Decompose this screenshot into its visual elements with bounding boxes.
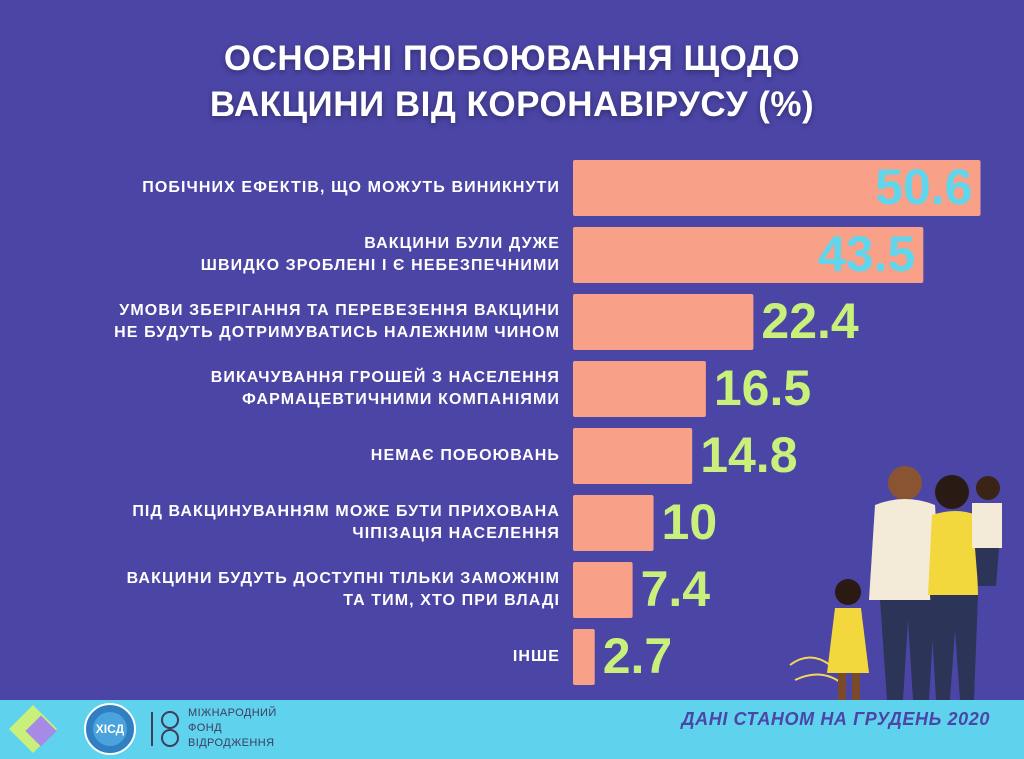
value-label: 43.5: [818, 226, 915, 282]
logo-text: МІЖНАРОДНИЙ ФОНД ВІДРОДЖЕННЯ: [188, 707, 277, 749]
value-label: 16.5: [714, 360, 811, 416]
category-label: ВИКАЧУВАННЯ ГРОШЕЙ З НАСЕЛЕННЯ ФАРМАЦЕВТ…: [210, 369, 560, 408]
bar: [573, 294, 754, 350]
logo-2: [84, 703, 136, 755]
footer-note: ДАНІ СТАНОМ НА ГРУДЕНЬ 2020: [681, 709, 990, 729]
logo-3: [151, 711, 179, 747]
bar: [573, 629, 595, 685]
bar: [573, 160, 981, 216]
category-label: УМОВИ ЗБЕРІГАННЯ ТА ПЕРЕВЕЗЕННЯ ВАКЦИНИ …: [114, 302, 560, 341]
value-label: 14.8: [700, 427, 797, 483]
value-label: 50.6: [875, 159, 972, 215]
value-label: 22.4: [761, 293, 859, 349]
category-label: ВАКЦИНИ БУДУТЬ ДОСТУПНІ ТІЛЬКИ ЗАМОЖНІМ …: [126, 570, 560, 609]
chart-title: ОСНОВНІ ПОБОЮВАННЯ ЩОДО ВАКЦИНИ ВІД КОРО…: [209, 39, 815, 124]
value-label: 10: [662, 494, 718, 550]
bar: [573, 562, 633, 618]
value-label: 7.4: [641, 561, 711, 617]
category-label: НЕМАЄ ПОБОЮВАНЬ: [370, 447, 560, 464]
bar: [573, 428, 693, 484]
category-label: ПОБІЧНИХ ЕФЕКТІВ, ЩО МОЖУТЬ ВИНИКНУТИ: [142, 179, 560, 196]
category-label: ПІД ВАКЦИНУВАННЯМ МОЖЕ БУТИ ПРИХОВАНА ЧІ…: [132, 503, 560, 542]
family-illustration: [789, 466, 1002, 700]
bar: [573, 361, 706, 417]
category-label: ВАКЦИНИ БУЛИ ДУЖЕ ШВИДКО ЗРОБЛЕНІ І Є НЕ…: [200, 235, 560, 274]
bar: [573, 495, 654, 551]
category-label: ІНШЕ: [512, 648, 560, 665]
logo-text: ХІСД: [95, 722, 125, 736]
bar: [573, 227, 924, 283]
value-label: 2.7: [603, 628, 673, 684]
